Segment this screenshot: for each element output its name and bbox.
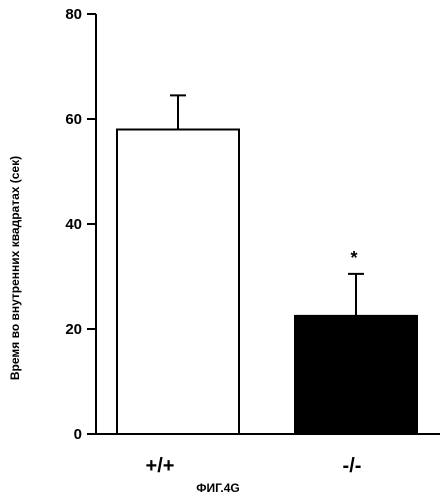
bar-1 (117, 130, 239, 435)
y-axis-title: Время во внутренних квадратах (сек) (8, 156, 22, 380)
bars (117, 130, 417, 435)
y-tick-label: 20 (65, 321, 82, 338)
y-tick-label: 80 (65, 6, 82, 23)
y-ticks: 0 20 40 60 80 (65, 6, 96, 443)
annotations: * (350, 248, 357, 268)
bar-2 (295, 316, 417, 434)
y-tick-label: 0 (74, 426, 82, 443)
significance-marker: * (350, 248, 357, 268)
category-label-2: -/- (343, 455, 362, 477)
y-tick-label: 40 (65, 216, 82, 233)
category-label-1: +/+ (146, 455, 175, 477)
y-tick-label: 60 (65, 111, 82, 128)
category-labels: +/+ -/- (146, 455, 362, 477)
figure-caption: ФИГ.4G (196, 481, 240, 495)
